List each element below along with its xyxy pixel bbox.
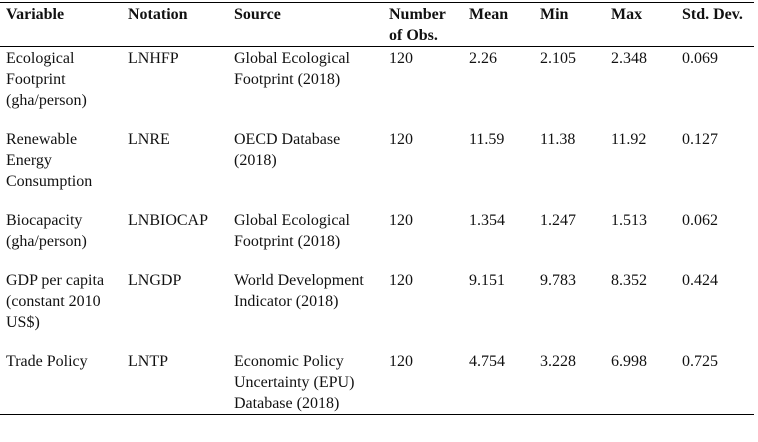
table-row: Biocapacity (gha/person) LNBIOCAP Global… (0, 209, 754, 269)
cell-source: Economic Policy Uncertainty (EPU) Databa… (234, 353, 355, 412)
cell-std-dev: 0.069 (682, 50, 718, 67)
cell-min: 1.247 (540, 212, 576, 229)
cell-source: Global Ecological Footprint (2018) (234, 212, 350, 250)
cell-mean: 1.354 (469, 212, 505, 229)
header-max: Max (611, 6, 643, 23)
cell-mean: 9.151 (469, 272, 505, 289)
cell-std-dev: 0.424 (682, 272, 718, 289)
table-row: GDP per capita (constant 2010 US$) LNGDP… (0, 269, 754, 350)
descriptive-statistics-table: Variable Notation Source Number of Obs. … (0, 2, 754, 415)
cell-variable: GDP per capita (constant 2010 US$) (6, 272, 105, 331)
header-std-dev: Std. Dev. (682, 6, 743, 23)
cell-number-of-obs: 120 (389, 50, 413, 67)
cell-max: 2.348 (611, 50, 647, 67)
cell-variable: Trade Policy (6, 353, 88, 370)
cell-std-dev: 0.127 (682, 131, 718, 148)
cell-number-of-obs: 120 (389, 131, 413, 148)
cell-min: 11.38 (540, 131, 576, 148)
cell-std-dev: 0.062 (682, 212, 718, 229)
cell-mean: 11.59 (469, 131, 505, 148)
cell-number-of-obs: 120 (389, 353, 413, 370)
header-min: Min (540, 6, 569, 23)
cell-notation: LNHFP (128, 50, 179, 67)
cell-mean: 2.26 (469, 50, 497, 67)
cell-variable: Biocapacity (gha/person) (6, 212, 87, 250)
cell-notation: LNRE (128, 131, 170, 148)
cell-number-of-obs: 120 (389, 212, 413, 229)
cell-max: 1.513 (611, 212, 647, 229)
cell-source: OECD Database (2018) (234, 131, 341, 169)
header-variable: Variable (6, 6, 65, 23)
header-source: Source (234, 6, 281, 23)
cell-notation: LNTP (128, 353, 168, 370)
cell-notation: LNGDP (128, 272, 182, 289)
cell-std-dev: 0.725 (682, 353, 718, 370)
header-number-of-obs: Number of Obs. (389, 6, 446, 44)
cell-variable: Ecological Footprint (gha/person) (6, 50, 87, 109)
cell-mean: 4.754 (469, 353, 505, 370)
cell-min: 3.228 (540, 353, 576, 370)
cell-min: 2.105 (540, 50, 576, 67)
cell-max: 11.92 (611, 131, 647, 148)
cell-max: 8.352 (611, 272, 647, 289)
cell-number-of-obs: 120 (389, 272, 413, 289)
header-row: Variable Notation Source Number of Obs. … (0, 2, 754, 47)
cell-source: Global Ecological Footprint (2018) (234, 50, 350, 88)
cell-source: World Development Indicator (2018) (234, 272, 364, 310)
cell-notation: LNBIOCAP (128, 212, 209, 229)
table-row: Renewable Energy Consumption LNRE OECD D… (0, 128, 754, 209)
cell-min: 9.783 (540, 272, 576, 289)
table-row: Ecological Footprint (gha/person) LNHFP … (0, 47, 754, 129)
cell-variable: Renewable Energy Consumption (6, 131, 93, 190)
header-mean: Mean (469, 6, 509, 23)
table-row: Trade Policy LNTP Economic Policy Uncert… (0, 350, 754, 415)
cell-max: 6.998 (611, 353, 647, 370)
header-notation: Notation (128, 6, 188, 23)
